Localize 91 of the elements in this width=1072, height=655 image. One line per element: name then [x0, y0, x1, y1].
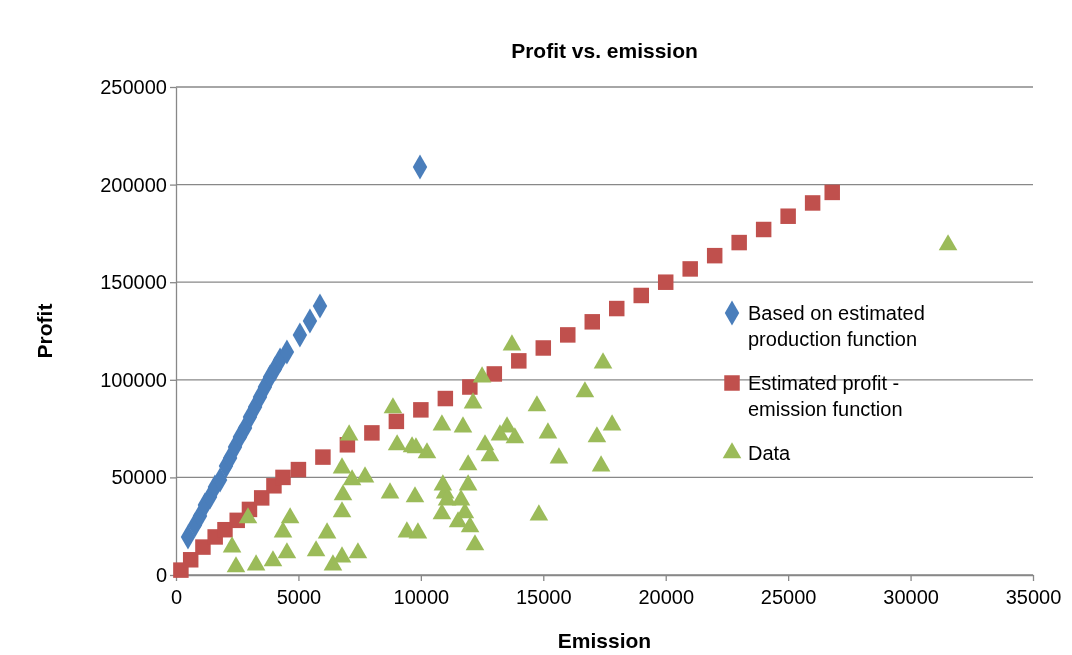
point [388, 413, 405, 430]
point [535, 340, 552, 356]
point [413, 402, 429, 418]
point [275, 469, 291, 486]
x-tick-label: 20000 [638, 586, 695, 608]
point [462, 379, 478, 395]
point [222, 536, 242, 553]
point [706, 247, 723, 264]
point [306, 540, 326, 557]
point [432, 503, 452, 520]
point [355, 466, 375, 483]
point [731, 234, 747, 251]
point [538, 422, 558, 439]
point [273, 521, 293, 538]
point [502, 334, 522, 351]
point [387, 434, 407, 451]
legend-label: Estimated profit - emission function [748, 372, 903, 420]
y-tick-label: 250000 [100, 75, 167, 98]
x-tick-label: 10000 [393, 586, 450, 608]
point [458, 474, 478, 491]
point [463, 392, 483, 409]
point [226, 556, 246, 573]
point [290, 461, 307, 478]
x-axis-title: Emission [557, 629, 652, 652]
chart-title: Profit vs. emission [511, 39, 698, 62]
x-tick-label: 5000 [276, 586, 322, 608]
point [824, 184, 840, 201]
point [246, 554, 266, 571]
point [755, 221, 772, 238]
point [432, 414, 452, 431]
point [408, 522, 428, 539]
point [348, 542, 368, 559]
point [591, 455, 611, 472]
point [339, 424, 359, 441]
y-tick-label: 50000 [111, 466, 167, 489]
point [453, 416, 473, 433]
point [342, 469, 362, 486]
point [560, 327, 576, 343]
point [315, 449, 331, 465]
point [317, 522, 337, 539]
point [527, 395, 547, 412]
point [280, 507, 300, 524]
y-axis-title: Profit [33, 303, 56, 359]
point [448, 511, 468, 528]
point [380, 482, 400, 499]
legend-label: Based on estimated production function [748, 302, 925, 350]
point [465, 534, 485, 551]
x-tick-label: 30000 [883, 586, 939, 608]
point [437, 390, 454, 407]
point [333, 484, 353, 501]
y-tick-label: 0 [155, 563, 167, 586]
point [486, 366, 503, 382]
point [383, 397, 403, 414]
point [804, 195, 821, 211]
x-tick-label: 15000 [515, 586, 572, 608]
point [433, 474, 453, 491]
point [364, 425, 380, 441]
point [332, 546, 352, 563]
point [332, 457, 352, 474]
point [406, 437, 426, 454]
point [490, 424, 510, 441]
point [593, 352, 613, 369]
point [633, 287, 649, 304]
point [529, 504, 549, 521]
y-tick-label: 200000 [100, 173, 167, 196]
legend-label: Data [748, 442, 792, 464]
point [277, 542, 297, 559]
point [417, 442, 437, 459]
point [780, 208, 796, 224]
y-tick-label: 100000 [100, 368, 167, 391]
point [549, 447, 569, 464]
point [602, 414, 622, 431]
x-tick-label: 25000 [760, 586, 817, 608]
point [584, 314, 600, 330]
point [332, 501, 352, 518]
point [587, 426, 607, 443]
y-tick-label: 150000 [100, 271, 167, 294]
x-tick-label: 0 [170, 586, 183, 608]
point [505, 427, 525, 444]
point [682, 261, 698, 277]
point [405, 486, 425, 503]
point [238, 507, 258, 524]
point [511, 353, 527, 369]
point [458, 454, 478, 471]
point [657, 274, 674, 290]
point [460, 516, 480, 533]
point [472, 366, 492, 383]
x-tick-label: 35000 [1005, 586, 1062, 608]
point [575, 381, 595, 398]
point [263, 550, 283, 567]
point [609, 300, 625, 317]
